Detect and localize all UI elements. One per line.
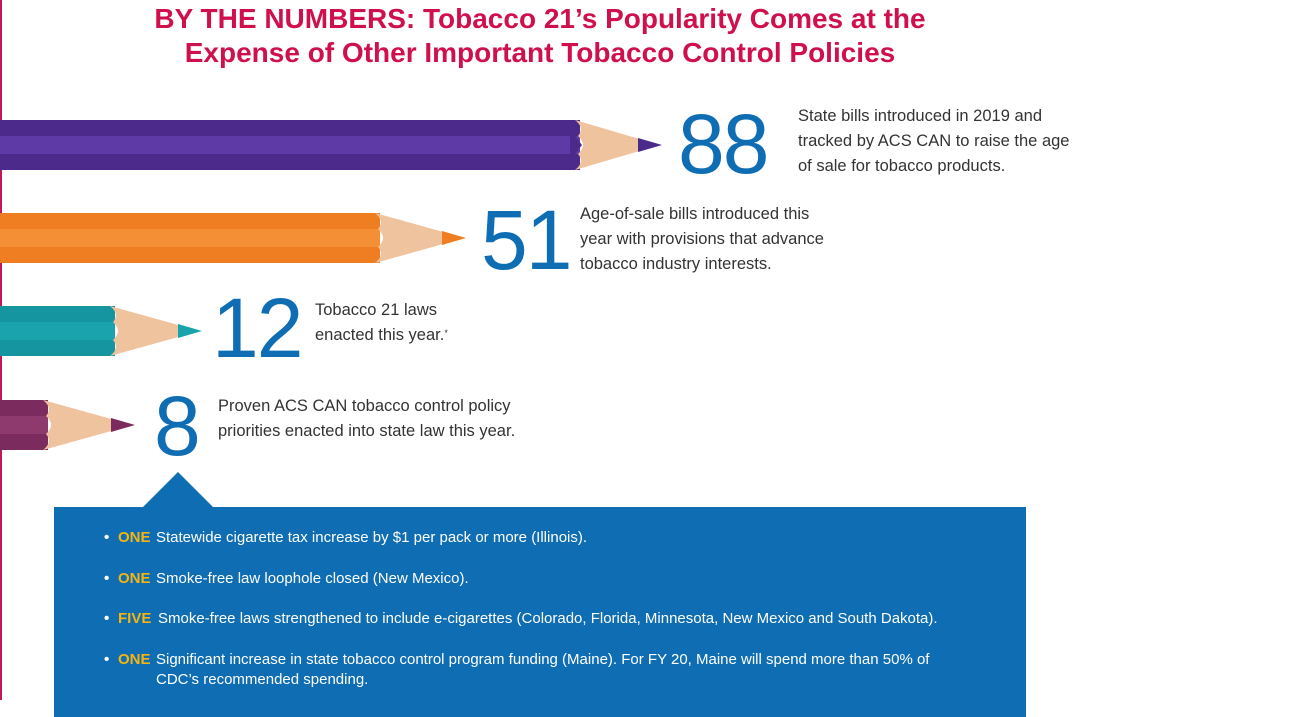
title-line-1: BY THE NUMBERS: Tobacco 21’s Popularity … (154, 3, 926, 34)
stat-description-12: Tobacco 21 laws enacted this year.* (315, 298, 448, 348)
stat-description-88: State bills introduced in 2019 and track… (798, 104, 1069, 179)
stat-88-line-3: of sale for tobacco products. (798, 157, 1006, 175)
bullet-icon: • (104, 610, 110, 627)
stat-number-88: 88 (678, 97, 769, 191)
footnote-marker: * (444, 328, 448, 338)
bullet-icon: • (104, 529, 110, 546)
stat-51-line-3: tobacco industry interests. (580, 255, 772, 273)
stat-12-line-2-text: enacted this year. (315, 326, 445, 344)
stat-51-line-2: year with provisions that advance (580, 230, 824, 248)
pencil-purple-icon (0, 120, 662, 170)
stat-description-51: Age-of-sale bills introduced this year w… (580, 202, 824, 277)
stat-8-line-1: Proven ACS CAN tobacco control policy (218, 397, 511, 415)
pencil-orange-icon (0, 213, 466, 263)
stat-88-line-2: tracked by ACS CAN to raise the age (798, 132, 1070, 150)
stat-8-line-2: priorities enacted into state law this y… (218, 422, 516, 440)
pencil-graphics (0, 120, 662, 450)
bullet-text: Smoke-free law loophole closed (New Mexi… (156, 570, 469, 587)
stat-88-line-1: State bills introduced in 2019 and (798, 107, 1043, 125)
callout-pointer (143, 472, 213, 507)
bullet-count: ONE (118, 651, 151, 668)
stat-number-12: 12 (212, 281, 303, 375)
bullet-text: Statewide cigarette tax increase by $1 p… (156, 529, 588, 546)
stat-51-line-1: Age-of-sale bills introduced this (580, 205, 810, 223)
bullet-count: ONE (118, 570, 151, 587)
bullet-text: Smoke-free laws strengthened to include … (158, 610, 938, 627)
bullet-count: FIVE (118, 610, 152, 627)
bullet-icon: • (104, 651, 110, 668)
bullet-count: ONE (118, 529, 151, 546)
pencil-plum-icon (0, 400, 135, 450)
stat-12-line-2: enacted this year.* (315, 323, 448, 348)
stat-number-51: 51 (481, 193, 572, 287)
title-line-2: Expense of Other Important Tobacco Contr… (184, 37, 896, 68)
bullet-icon: • (104, 570, 110, 587)
stat-12-line-1: Tobacco 21 laws (315, 301, 437, 319)
page-title: BY THE NUMBERS: Tobacco 21’s Popularity … (40, 2, 1040, 70)
stat-number-8: 8 (154, 379, 201, 473)
stat-description-8: Proven ACS CAN tobacco control policy pr… (218, 394, 515, 444)
policy-callout-panel: • ONE Statewide cigarette tax increase b… (54, 507, 1026, 717)
bullet-text: Significant increase in state tobacco co… (156, 651, 930, 688)
pencil-teal-icon (0, 306, 202, 356)
